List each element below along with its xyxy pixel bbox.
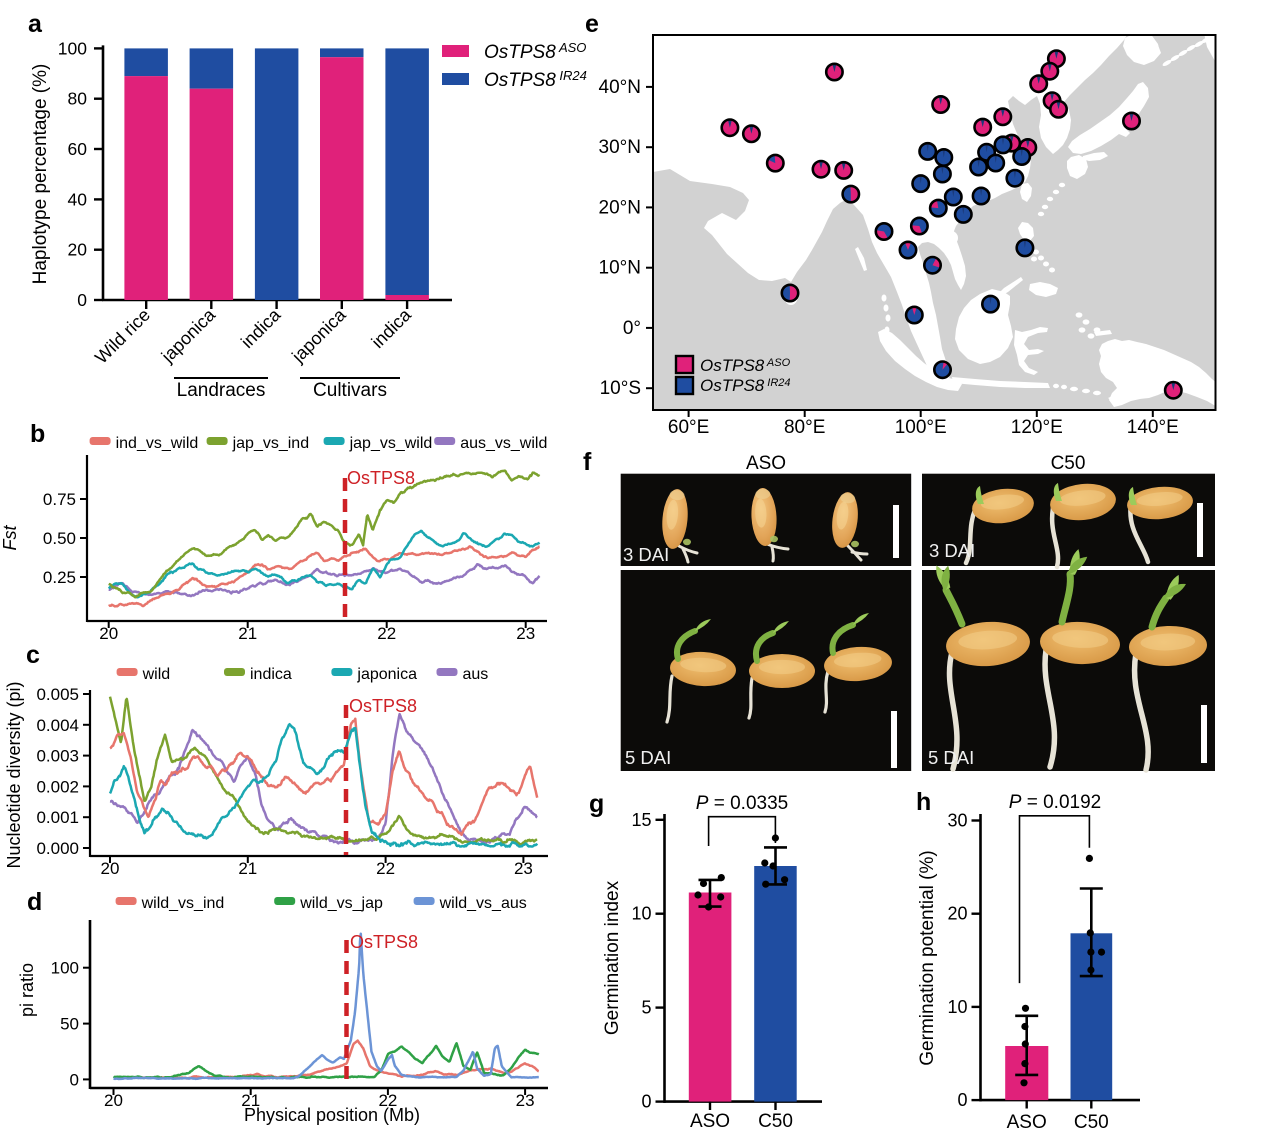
svg-text:d: d bbox=[27, 888, 42, 916]
svg-text:0.75: 0.75 bbox=[43, 490, 76, 509]
svg-text:Cultivars: Cultivars bbox=[313, 380, 387, 401]
svg-text:20: 20 bbox=[104, 1091, 123, 1110]
svg-text:21: 21 bbox=[241, 1091, 260, 1110]
svg-text:OsTPS8: OsTPS8 bbox=[349, 696, 417, 716]
svg-text:3 DAI: 3 DAI bbox=[623, 544, 669, 565]
svg-text:40: 40 bbox=[68, 189, 88, 209]
svg-text:50: 50 bbox=[60, 1015, 79, 1034]
svg-text:Fst: Fst bbox=[0, 525, 20, 551]
svg-text:0.002: 0.002 bbox=[36, 777, 79, 796]
svg-text:5 DAI: 5 DAI bbox=[928, 747, 974, 768]
svg-text:20: 20 bbox=[99, 624, 118, 643]
svg-text:0: 0 bbox=[70, 1070, 79, 1089]
svg-text:OsTPS8: OsTPS8 bbox=[350, 932, 418, 952]
svg-text:0: 0 bbox=[641, 1092, 651, 1112]
svg-text:Germination index: Germination index bbox=[602, 880, 623, 1035]
svg-text:wild_vs_aus: wild_vs_aus bbox=[439, 895, 527, 912]
svg-text:Landraces: Landraces bbox=[177, 380, 266, 401]
svg-text:0.25: 0.25 bbox=[43, 568, 76, 587]
svg-text:22: 22 bbox=[377, 624, 396, 643]
svg-text:10°N: 10°N bbox=[599, 258, 641, 279]
svg-text:P = 0.0335: P = 0.0335 bbox=[696, 793, 788, 814]
svg-text:C50: C50 bbox=[1051, 453, 1086, 474]
svg-text:wild_vs_ind: wild_vs_ind bbox=[141, 895, 225, 912]
svg-text:20°N: 20°N bbox=[599, 197, 641, 218]
svg-text:indica: indica bbox=[250, 666, 292, 683]
svg-text:g: g bbox=[589, 790, 604, 818]
svg-text:100°E: 100°E bbox=[895, 417, 947, 438]
svg-text:10°S: 10°S bbox=[600, 378, 641, 399]
svg-text:Physical position (Mb): Physical position (Mb) bbox=[244, 1105, 420, 1125]
svg-text:wild: wild bbox=[142, 666, 171, 683]
svg-text:60°E: 60°E bbox=[668, 417, 709, 438]
svg-text:P = 0.0192: P = 0.0192 bbox=[1009, 792, 1101, 813]
svg-text:c: c bbox=[26, 641, 40, 669]
svg-text:aus: aus bbox=[463, 666, 489, 683]
svg-text:22: 22 bbox=[378, 1091, 397, 1110]
svg-text:21: 21 bbox=[238, 859, 257, 878]
svg-text:Haplotype percentage (%): Haplotype percentage (%) bbox=[30, 64, 51, 285]
svg-text:aus_vs_wild: aus_vs_wild bbox=[460, 435, 547, 452]
svg-text:h: h bbox=[916, 788, 931, 816]
svg-text:japonica: japonica bbox=[356, 666, 417, 683]
svg-text:ASO: ASO bbox=[1007, 1112, 1047, 1133]
svg-text:0: 0 bbox=[957, 1090, 967, 1110]
svg-text:jap_vs_wild: jap_vs_wild bbox=[349, 435, 433, 452]
svg-text:f: f bbox=[583, 448, 592, 476]
svg-text:140°E: 140°E bbox=[1127, 417, 1179, 438]
svg-text:ind_vs_wild: ind_vs_wild bbox=[116, 435, 199, 452]
svg-text:0°: 0° bbox=[623, 318, 641, 339]
svg-text:23: 23 bbox=[516, 624, 535, 643]
svg-text:120°E: 120°E bbox=[1011, 417, 1063, 438]
svg-text:0: 0 bbox=[77, 290, 87, 310]
svg-text:23: 23 bbox=[514, 859, 533, 878]
svg-text:5: 5 bbox=[641, 998, 651, 1018]
svg-text:21: 21 bbox=[238, 624, 257, 643]
svg-text:20: 20 bbox=[68, 240, 88, 260]
svg-text:b: b bbox=[30, 420, 45, 448]
svg-text:80°E: 80°E bbox=[784, 417, 825, 438]
svg-text:ASO: ASO bbox=[746, 453, 786, 474]
svg-text:0.004: 0.004 bbox=[36, 716, 79, 735]
svg-text:a: a bbox=[28, 10, 43, 38]
svg-text:Germination potential (%): Germination potential (%) bbox=[917, 850, 938, 1065]
svg-text:20: 20 bbox=[101, 859, 120, 878]
svg-text:0.005: 0.005 bbox=[36, 685, 79, 704]
svg-text:C50: C50 bbox=[758, 1111, 793, 1132]
svg-text:0.003: 0.003 bbox=[36, 747, 79, 766]
svg-text:0.000: 0.000 bbox=[36, 839, 79, 858]
svg-text:30: 30 bbox=[947, 811, 967, 831]
svg-text:15: 15 bbox=[631, 810, 651, 830]
svg-text:wild_vs_jap: wild_vs_jap bbox=[299, 895, 383, 912]
svg-text:5 DAI: 5 DAI bbox=[625, 747, 671, 768]
svg-text:23: 23 bbox=[516, 1091, 535, 1110]
svg-text:jap_vs_ind: jap_vs_ind bbox=[232, 435, 310, 452]
svg-text:0.50: 0.50 bbox=[43, 529, 76, 548]
svg-text:100: 100 bbox=[58, 38, 87, 58]
svg-text:ASO: ASO bbox=[690, 1111, 730, 1132]
svg-text:pi ratio: pi ratio bbox=[17, 963, 37, 1017]
svg-text:3 DAI: 3 DAI bbox=[929, 540, 975, 561]
svg-text:C50: C50 bbox=[1074, 1112, 1109, 1133]
svg-text:Nucleotide diversity (pi): Nucleotide diversity (pi) bbox=[4, 681, 24, 868]
svg-text:40°N: 40°N bbox=[599, 77, 641, 98]
svg-text:22: 22 bbox=[376, 859, 395, 878]
svg-text:80: 80 bbox=[68, 89, 88, 109]
svg-text:10: 10 bbox=[947, 997, 967, 1017]
svg-text:60: 60 bbox=[68, 139, 88, 159]
svg-text:10: 10 bbox=[631, 904, 651, 924]
svg-text:30°N: 30°N bbox=[599, 137, 641, 158]
svg-text:OsTPS8: OsTPS8 bbox=[347, 468, 415, 488]
svg-text:20: 20 bbox=[947, 904, 967, 924]
svg-text:100: 100 bbox=[51, 959, 79, 978]
svg-text:e: e bbox=[585, 10, 599, 38]
svg-text:0.001: 0.001 bbox=[36, 808, 79, 827]
